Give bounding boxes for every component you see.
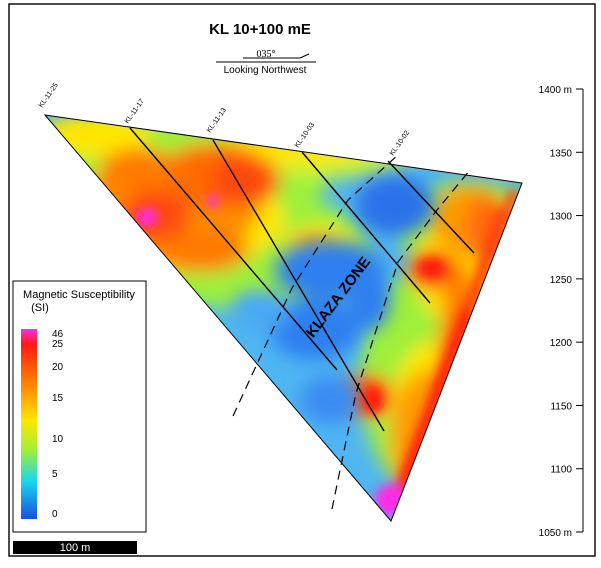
zone-boundary-east [331, 169, 471, 510]
elevation-tick-label: 1100 [550, 465, 572, 476]
view-label: Looking Northwest [224, 65, 307, 76]
legend-label: 46 [52, 329, 64, 340]
legend-label: 20 [52, 362, 64, 373]
elevation-tick-label: 1050 m [539, 528, 572, 539]
drill-trace-kl-10-03 [301, 151, 431, 304]
elevation-tick-label: 1150 [550, 401, 572, 412]
legend-label: 10 [52, 434, 64, 445]
section-outline [43, 114, 523, 522]
elevation-tick-label: 1250 [550, 275, 573, 286]
legend-label: 5 [52, 469, 58, 480]
legend-color-bar [21, 329, 37, 519]
elevation-axis: 1400 m 1350 1300 1250 1200 1150 1100 1050 m [539, 85, 584, 539]
bearing-label: 035° [257, 49, 276, 60]
drill-traces [129, 127, 475, 432]
legend-label: 25 [52, 339, 64, 350]
direction-arrow [243, 53, 310, 59]
drill-trace-kl-11-13 [212, 139, 385, 432]
elevation-tick-label: 1400 m [539, 85, 572, 96]
scale-bar [13, 541, 137, 554]
legend-label: 0 [52, 509, 58, 520]
legend-title: Magnetic Susceptibility [23, 289, 135, 301]
legend-label: 15 [52, 393, 64, 404]
drill-trace-kl-10-02 [387, 160, 475, 254]
elevation-tick-label: 1200 [550, 338, 573, 349]
elevation-tick-label: 1350 [550, 148, 573, 159]
drill-trace-kl-11-17 [129, 127, 338, 371]
section-title: KL 10+100 mE [209, 21, 311, 38]
scale-bar-label: 100 m [60, 542, 91, 554]
legend-title-unit: (SI) [31, 302, 49, 314]
elevation-tick-label: 1300 [550, 212, 573, 223]
zone-boundary-west [232, 154, 399, 417]
elevation-ticks: 1400 m 1350 1300 1250 1200 1150 1100 1050 m [539, 85, 583, 539]
klaza-zone-boundaries [232, 154, 471, 510]
